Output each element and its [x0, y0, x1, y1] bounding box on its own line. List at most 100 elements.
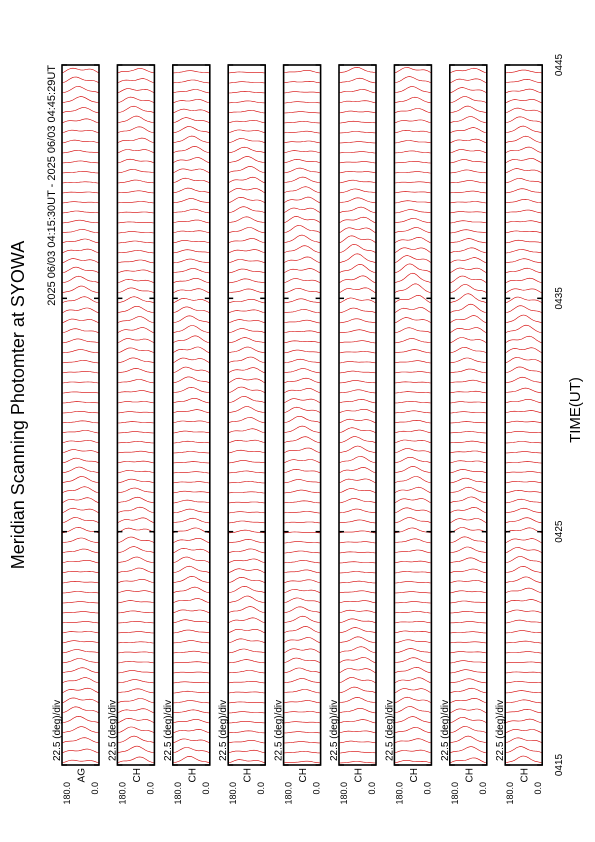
scan-trace: [228, 730, 266, 734]
scan-trace: [283, 101, 321, 104]
scan-trace: [283, 489, 321, 494]
scan-trace: [283, 256, 321, 264]
scan-trace: [172, 79, 210, 84]
scan-trace: [117, 756, 155, 764]
scan-trace: [338, 141, 377, 144]
scan-trace: [117, 735, 155, 744]
panel: 180.0 0.0CH 22.5 (deg)/div: [163, 64, 211, 805]
scan-trace: [394, 507, 432, 514]
scan-trace: [505, 258, 543, 264]
scan-trace: [61, 191, 100, 194]
scan-trace: [117, 431, 155, 434]
scan-trace: [172, 490, 210, 494]
scan-trace: [228, 299, 266, 304]
scan-trace: [505, 538, 543, 544]
scan-trace: [394, 706, 432, 714]
scan-trace: [172, 230, 210, 234]
scan-trace: [117, 717, 155, 724]
scan-trace: [117, 211, 155, 214]
scan-trace: [228, 166, 266, 174]
scan-trace: [61, 748, 100, 754]
scan-trace: [172, 690, 210, 694]
chart-subtitle: 2025 06/03 04:15:30UT - 2025 06/03 04:45…: [46, 65, 58, 306]
scan-trace: [61, 420, 100, 424]
scan-trace: [61, 318, 100, 324]
scan-trace: [338, 329, 377, 334]
scan-trace: [449, 717, 487, 724]
scan-trace: [172, 146, 210, 154]
scan-trace: [228, 629, 266, 634]
scan-trace: [117, 250, 155, 254]
y-tick-label: 180.0: [284, 782, 294, 805]
scan-trace: [172, 187, 210, 194]
x-tick-label: 0445: [554, 53, 565, 76]
scan-trace: [449, 229, 487, 234]
scan-trace: [505, 198, 543, 204]
scan-trace: [338, 227, 377, 234]
scan-trace: [505, 107, 543, 114]
scan-trace: [449, 379, 487, 384]
scan-trace: [117, 600, 155, 604]
channel-label: AG: [77, 768, 88, 783]
scan-trace: [505, 498, 543, 504]
scan-trace: [117, 390, 155, 394]
scan-trace: [505, 387, 543, 394]
scan-trace: [449, 546, 487, 554]
scan-trace: [61, 338, 100, 344]
scan-trace: [228, 538, 266, 544]
scan-trace: [505, 746, 543, 754]
scan-trace: [338, 287, 377, 294]
scan-trace: [505, 671, 543, 674]
scan-trace: [228, 129, 266, 134]
scan-trace: [61, 307, 100, 314]
scan-trace: [228, 328, 266, 334]
scan-trace: [505, 651, 543, 654]
scan-trace: [283, 589, 321, 594]
scan-trace: [338, 571, 377, 574]
scan-trace: [283, 425, 321, 434]
scan-trace: [283, 278, 321, 284]
scan-trace: [449, 496, 487, 504]
scan-trace: [449, 357, 487, 364]
scan-trace: [61, 715, 100, 724]
scan-trace: [449, 631, 487, 634]
scan-trace: [283, 731, 321, 734]
scan-trace: [117, 316, 155, 324]
scan-trace: [61, 328, 100, 334]
scan-trace: [505, 556, 543, 564]
scan-trace: [61, 560, 100, 564]
scan-trace: [394, 381, 432, 384]
scan-trace: [172, 671, 210, 674]
x-axis-label: TIME(UT): [567, 377, 584, 443]
scan-trace: [505, 125, 543, 134]
scan-trace: [117, 296, 155, 304]
scan-trace: [61, 86, 100, 94]
scan-trace: [338, 551, 377, 554]
scan-trace: [117, 240, 155, 244]
scan-trace: [449, 621, 487, 624]
scan-trace: [449, 687, 487, 694]
scan-trace: [117, 527, 155, 534]
scan-trace: [228, 520, 266, 524]
scan-trace: [394, 419, 432, 424]
scan-trace: [394, 538, 432, 544]
scan-trace: [61, 726, 100, 734]
scan-trace: [283, 377, 321, 384]
scan-trace: [228, 396, 266, 404]
scan-trace: [394, 688, 432, 694]
scan-trace: [228, 188, 266, 194]
scan-trace: [449, 590, 487, 594]
scan-trace: [172, 117, 210, 124]
scan-trace: [505, 399, 543, 404]
scan-trace: [283, 416, 321, 424]
scan-trace: [449, 220, 487, 224]
scan-trace: [394, 498, 432, 504]
scan-trace: [449, 746, 487, 754]
scan-trace: [117, 306, 155, 314]
scan-trace: [338, 197, 377, 204]
scan-trace: [61, 440, 100, 444]
scan-trace: [505, 230, 543, 234]
scan-trace: [505, 576, 543, 584]
scan-trace: [394, 666, 432, 674]
scan-trace: [61, 296, 100, 304]
